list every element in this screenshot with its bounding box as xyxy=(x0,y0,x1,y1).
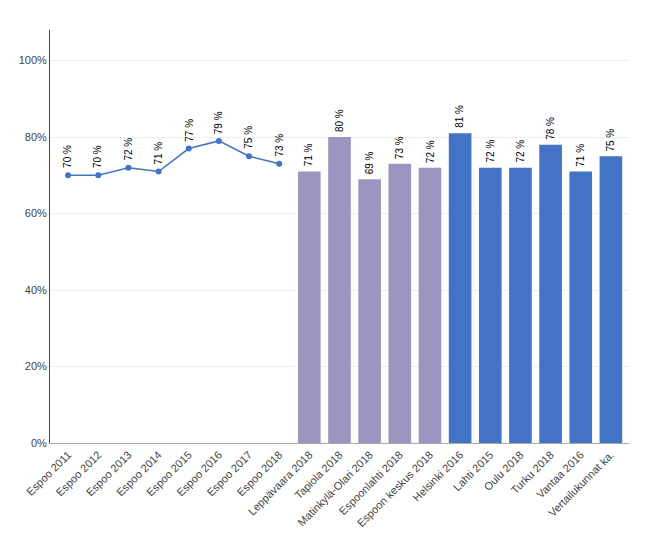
svg-text:Vantaa 2016: Vantaa 2016 xyxy=(534,449,586,501)
svg-text:73 %: 73 % xyxy=(394,136,405,159)
svg-text:72 %: 72 % xyxy=(485,140,496,163)
svg-text:60%: 60% xyxy=(25,207,47,219)
svg-text:Leppävaara 2018: Leppävaara 2018 xyxy=(246,449,315,518)
svg-text:Espoo 2013: Espoo 2013 xyxy=(84,449,134,499)
svg-text:Tapiola 2018: Tapiola 2018 xyxy=(292,449,345,502)
svg-text:Espoo 2016: Espoo 2016 xyxy=(174,449,224,499)
svg-text:Espoo 2012: Espoo 2012 xyxy=(54,449,104,499)
svg-text:81 %: 81 % xyxy=(454,105,465,128)
svg-text:69 %: 69 % xyxy=(364,151,375,174)
svg-text:Turku 2018: Turku 2018 xyxy=(508,449,556,497)
svg-text:100%: 100% xyxy=(19,54,47,66)
svg-text:Espoo 2014: Espoo 2014 xyxy=(114,449,164,499)
svg-text:73 %: 73 % xyxy=(274,134,285,157)
svg-text:Espoo 2017: Espoo 2017 xyxy=(204,449,254,499)
svg-text:Lahti 2015: Lahti 2015 xyxy=(451,449,496,494)
svg-text:Vertailukunnat ka.: Vertailukunnat ka. xyxy=(546,449,616,519)
svg-text:75 %: 75 % xyxy=(605,129,616,152)
svg-text:Espoo 2015: Espoo 2015 xyxy=(144,449,194,499)
svg-text:Espoonlahti 2018: Espoonlahti 2018 xyxy=(337,449,406,518)
svg-text:Matinkylä-Olari 2018: Matinkylä-Olari 2018 xyxy=(295,449,375,529)
svg-text:72 %: 72 % xyxy=(515,140,526,163)
svg-text:80%: 80% xyxy=(25,131,47,143)
svg-text:72 %: 72 % xyxy=(425,140,436,163)
svg-text:Helsinki 2016: Helsinki 2016 xyxy=(410,449,465,504)
svg-text:77 %: 77 % xyxy=(184,119,195,142)
svg-text:20%: 20% xyxy=(25,360,47,372)
svg-text:71 %: 71 % xyxy=(303,143,314,166)
svg-text:75 %: 75 % xyxy=(243,126,254,149)
svg-text:Espoon keskus 2018: Espoon keskus 2018 xyxy=(355,449,436,530)
svg-text:78 %: 78 % xyxy=(545,117,556,140)
svg-text:70 %: 70 % xyxy=(92,145,103,168)
svg-text:80 %: 80 % xyxy=(334,109,345,132)
svg-text:71 %: 71 % xyxy=(575,144,586,167)
svg-text:79 %: 79 % xyxy=(213,111,224,134)
svg-text:70 %: 70 % xyxy=(62,145,73,168)
svg-text:Oulu 2018: Oulu 2018 xyxy=(481,449,525,493)
svg-text:0%: 0% xyxy=(31,437,47,449)
svg-text:71 %: 71 % xyxy=(153,142,164,165)
svg-text:Espoo 2018: Espoo 2018 xyxy=(234,449,284,499)
svg-text:72 %: 72 % xyxy=(123,138,134,161)
svg-text:40%: 40% xyxy=(25,284,47,296)
svg-text:Espoo 2011: Espoo 2011 xyxy=(24,449,73,498)
